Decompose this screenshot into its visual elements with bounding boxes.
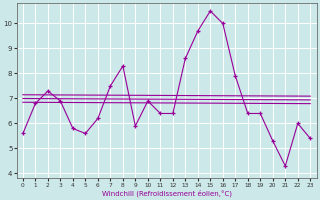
X-axis label: Windchill (Refroidissement éolien,°C): Windchill (Refroidissement éolien,°C) [101,189,232,197]
